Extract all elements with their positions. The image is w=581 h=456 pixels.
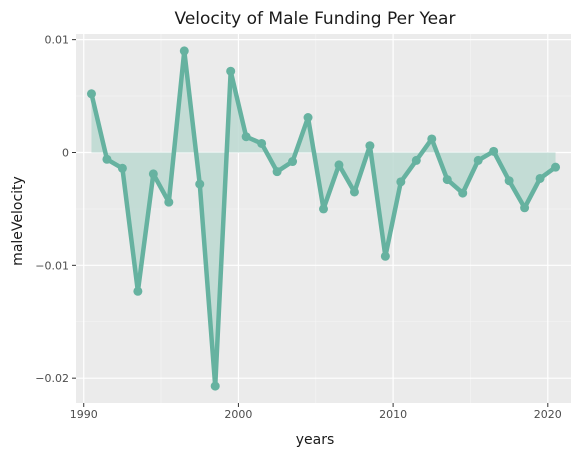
chart-title: Velocity of Male Funding Per Year [175, 9, 456, 29]
x-tick-label: 2020 [534, 408, 562, 421]
x-tick-label: 1990 [70, 408, 98, 421]
data-point [319, 204, 328, 214]
data-point [288, 157, 298, 167]
x-axis: 1990 2000 2010 2020 [70, 403, 562, 421]
data-point [473, 155, 483, 165]
data-point [411, 155, 421, 165]
data-point [365, 141, 375, 151]
y-tick-label: 0.01 [45, 34, 70, 47]
data-point [458, 188, 468, 198]
plot-panel [76, 34, 571, 403]
data-point [396, 177, 406, 187]
data-point [535, 173, 545, 183]
y-tick-label: 0 [62, 146, 69, 159]
data-point [117, 163, 127, 173]
data-point [489, 146, 499, 156]
data-point [551, 162, 561, 172]
x-tick-label: 2000 [224, 408, 252, 421]
data-point [504, 176, 514, 186]
x-tick-label: 2010 [379, 408, 407, 421]
x-axis-title: years [296, 432, 335, 448]
y-axis: 0.01 0 −0.01 −0.02 [35, 34, 76, 385]
y-tick-label: −0.02 [35, 372, 69, 385]
data-point [241, 132, 251, 142]
data-point [179, 46, 189, 56]
data-point [86, 89, 96, 99]
data-point [334, 160, 344, 170]
y-axis-title: maleVelocity [10, 176, 26, 266]
data-point [427, 134, 437, 144]
y-tick-label: −0.01 [35, 259, 69, 272]
data-point [164, 197, 174, 207]
data-point [102, 154, 112, 164]
data-point [148, 169, 158, 179]
data-point [520, 203, 530, 213]
data-point [380, 251, 390, 261]
data-point [226, 66, 236, 76]
data-point [272, 167, 282, 177]
data-point [349, 187, 359, 197]
data-point [303, 113, 313, 123]
data-point [257, 138, 267, 148]
data-point [133, 286, 143, 296]
data-point [210, 381, 220, 391]
data-point [195, 179, 205, 189]
series-points [86, 46, 561, 391]
data-point [442, 175, 452, 185]
